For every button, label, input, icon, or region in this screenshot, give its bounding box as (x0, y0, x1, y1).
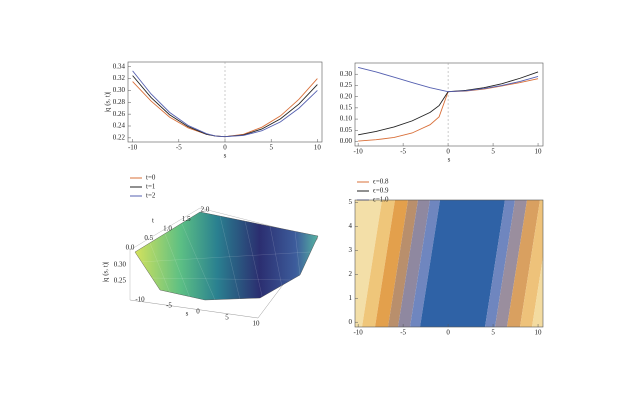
y-tick-label: 0.32 (113, 74, 126, 82)
contour-band (362, 200, 395, 327)
x-tick-label: -5 (400, 329, 406, 337)
y-tick-label: 1.5 (182, 215, 191, 223)
contour-band (420, 200, 505, 327)
y-tick-label: 2.0 (201, 206, 210, 214)
y-tick-label: 4 (349, 222, 353, 230)
surface-mesh (139, 215, 311, 301)
x-tick-label: -5 (176, 144, 182, 152)
x-tick-label: -10 (353, 148, 363, 156)
x-tick-label: -5 (400, 148, 406, 156)
box-edge (129, 207, 319, 300)
x-tick-label: 5 (269, 144, 273, 152)
legend-label: ϵ=0.8 (373, 178, 389, 186)
contour-band (495, 200, 527, 327)
legend-label: ϵ=0.9 (373, 187, 389, 195)
x-tick-label: 0 (196, 308, 200, 316)
x-tick-label: 5 (225, 314, 229, 322)
y-tick-label: 0.22 (113, 133, 126, 141)
x-tick-label: 5 (491, 329, 495, 337)
z-axis-label: |q (s, t)| (102, 262, 110, 283)
plot-frame (354, 62, 544, 147)
legend-label: ϵ=1.0 (373, 196, 389, 204)
contour-band (355, 200, 382, 327)
contour-band (410, 200, 440, 327)
y-tick-label: 0.20 (340, 92, 353, 100)
y-tick-label: 0.00 (340, 137, 353, 145)
y-tick-label: 0.30 (340, 70, 353, 78)
y-tick-label: 0.0 (126, 244, 135, 252)
surface (134, 211, 319, 301)
legend-label: t=2 (146, 192, 156, 200)
y-axis-label: t (152, 217, 154, 225)
x-tick-label: -10 (353, 329, 363, 337)
series-line (132, 70, 318, 138)
y-tick-label: 5 (349, 198, 353, 206)
series-line (358, 71, 539, 136)
y-axis-label: |q (s, t)| (104, 92, 112, 113)
x-tick-label: 10 (253, 320, 261, 328)
x-tick-label: 10 (535, 148, 543, 156)
z-tick-label: 0.30 (114, 261, 127, 269)
x-tick-label: 0 (223, 144, 227, 152)
z-tick-label: 0.25 (114, 277, 127, 285)
x-tick-label: 5 (491, 148, 495, 156)
y-tick-label: 0.25 (340, 81, 353, 89)
x-axis-label: s (186, 310, 189, 318)
contour-band (485, 200, 515, 327)
x-tick-label: 10 (314, 144, 322, 152)
x-tick-label: 0 (446, 329, 450, 337)
y-tick-label: 0.15 (340, 103, 353, 111)
y-tick-label: 0.5 (144, 234, 153, 242)
y-tick-label: 3 (349, 246, 353, 254)
plot-frame (354, 199, 544, 328)
y-tick-label: 0.30 (113, 86, 126, 94)
surface-panel (129, 207, 319, 319)
y-tick-label: 1 (349, 294, 353, 302)
contour-band (532, 257, 543, 327)
y-tick-label: 0.24 (113, 122, 126, 130)
x-tick-label: -10 (128, 144, 138, 152)
y-tick-label: 0.34 (113, 62, 126, 70)
y-tick-label: 0.05 (340, 126, 353, 134)
contour-bands (355, 200, 543, 327)
x-tick-label: -5 (166, 302, 172, 310)
legend-label: t=0 (146, 174, 156, 182)
x-tick-label: 10 (535, 329, 543, 337)
series-line (358, 78, 539, 142)
contour-band (388, 200, 418, 327)
x-axis-label: s (448, 156, 451, 164)
contour-band (507, 200, 540, 327)
y-tick-label: 0.26 (113, 110, 126, 118)
y-tick-label: 0.28 (113, 98, 126, 106)
x-axis-label: s (224, 152, 227, 160)
legend-label: t=1 (146, 183, 156, 191)
y-tick-label: 2 (349, 270, 353, 278)
contour-band (375, 200, 408, 327)
x-tick-label: -10 (135, 296, 145, 304)
contour-band (520, 200, 543, 327)
x-tick-label: 0 (446, 148, 450, 156)
y-tick-label: 0 (349, 318, 353, 326)
series-line (358, 67, 539, 93)
y-tick-label: 1.0 (163, 225, 172, 233)
y-tick-label: 0.10 (340, 115, 353, 123)
contour-band (398, 200, 430, 327)
